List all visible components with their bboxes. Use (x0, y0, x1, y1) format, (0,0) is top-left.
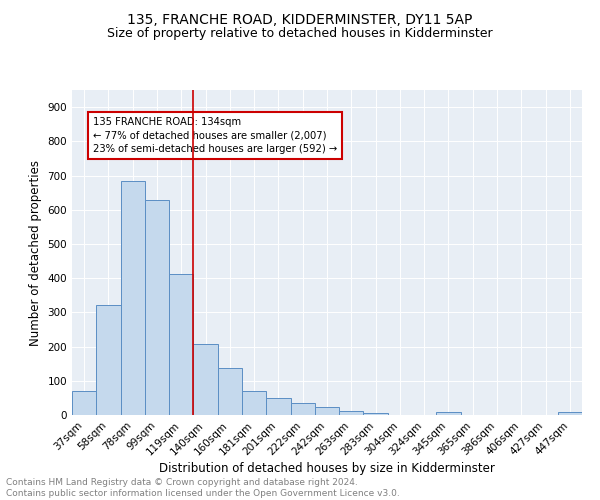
Bar (339, 410, 364, 415)
Bar (218, 368, 242, 415)
Text: Contains HM Land Registry data © Crown copyright and database right 2024.
Contai: Contains HM Land Registry data © Crown c… (6, 478, 400, 498)
Text: 135, FRANCHE ROAD, KIDDERMINSTER, DY11 5AP: 135, FRANCHE ROAD, KIDDERMINSTER, DY11 5… (127, 12, 473, 26)
Bar (145, 200, 169, 415)
Bar (242, 391, 266, 415)
Bar (315, 408, 339, 415)
Text: 135 FRANCHE ROAD: 134sqm
← 77% of detached houses are smaller (2,007)
23% of sem: 135 FRANCHE ROAD: 134sqm ← 77% of detach… (92, 118, 337, 154)
Bar (121, 182, 145, 415)
Bar (558, 412, 582, 415)
Bar (96, 305, 121, 415)
Bar (193, 344, 218, 415)
Y-axis label: Number of detached properties: Number of detached properties (29, 160, 42, 346)
Bar (169, 274, 193, 415)
Bar (436, 412, 461, 415)
Bar (72, 391, 96, 415)
X-axis label: Distribution of detached houses by size in Kidderminster: Distribution of detached houses by size … (159, 462, 495, 475)
Bar (266, 398, 290, 415)
Bar (290, 403, 315, 415)
Text: Size of property relative to detached houses in Kidderminster: Size of property relative to detached ho… (107, 28, 493, 40)
Bar (364, 412, 388, 415)
